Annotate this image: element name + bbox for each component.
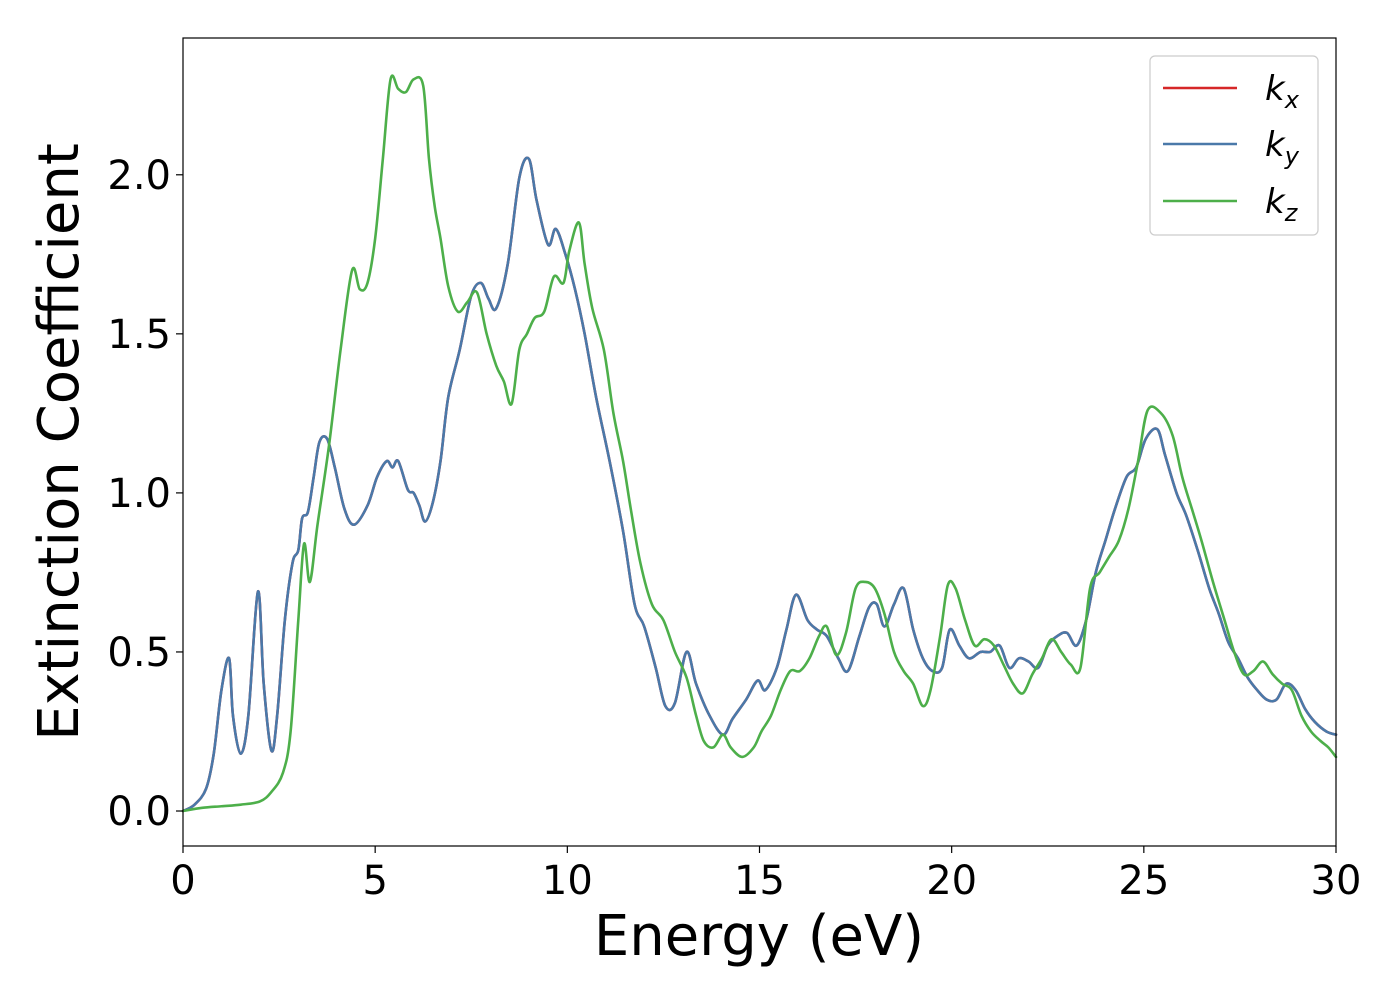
y-tick-label: 2.0 bbox=[107, 153, 171, 199]
y-axis-title: Extinction Coefficient bbox=[27, 143, 92, 741]
x-tick-label: 0 bbox=[170, 858, 195, 904]
legend: kx ky kz bbox=[1149, 55, 1319, 236]
x-tick-label: 15 bbox=[734, 858, 785, 904]
y-tick-label: 0.0 bbox=[107, 789, 171, 835]
x-tick-label: 10 bbox=[542, 858, 593, 904]
series-layer bbox=[181, 74, 1338, 813]
series-line-ky bbox=[181, 156, 1338, 813]
x-tick-label: 30 bbox=[1311, 858, 1362, 904]
y-tick-label: 1.0 bbox=[107, 471, 171, 517]
x-axis-title: Energy (eV) bbox=[594, 904, 924, 969]
legend-box bbox=[1149, 55, 1319, 236]
legend-label-kz: kz bbox=[1265, 182, 1299, 227]
x-tick-label: 20 bbox=[926, 858, 977, 904]
legend-label-ky: ky bbox=[1265, 125, 1300, 170]
y-tick-label: 1.5 bbox=[107, 312, 171, 358]
y-axis: 0.0 0.5 1.0 1.5 2.0 bbox=[107, 153, 183, 835]
legend-label-kx: kx bbox=[1265, 69, 1300, 114]
y-tick-label: 0.5 bbox=[107, 630, 171, 676]
x-tick-label: 25 bbox=[1118, 858, 1169, 904]
x-axis: 0 5 10 15 20 25 30 bbox=[170, 846, 1361, 904]
x-tick-label: 5 bbox=[362, 858, 387, 904]
series-line-kz bbox=[181, 74, 1338, 813]
